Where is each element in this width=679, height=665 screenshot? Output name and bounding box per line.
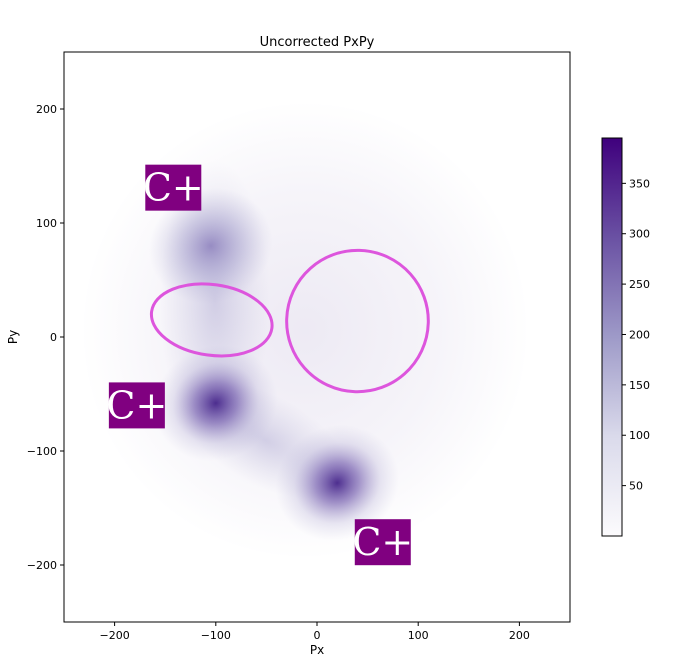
annotation-label: C+ xyxy=(143,164,204,211)
colorbar-ticks: 50 100 150 200 250 300 350 xyxy=(622,177,650,493)
colorbar-tick-label: 200 xyxy=(629,328,650,341)
y-tick-label: 100 xyxy=(36,217,57,230)
density-cluster xyxy=(148,187,273,304)
annotation-text: C+ xyxy=(106,383,167,427)
colorbar-tick-label: 350 xyxy=(629,177,650,190)
y-tick-label: 200 xyxy=(36,103,57,116)
y-tick-label: −200 xyxy=(27,559,57,572)
x-axis-label: Px xyxy=(310,643,324,657)
annotations: C+ C+ C+ xyxy=(106,164,413,566)
y-tick-label: −100 xyxy=(27,445,57,458)
colorbar-tick-label: 50 xyxy=(629,480,643,493)
y-tick-label: 0 xyxy=(50,331,57,344)
x-tick-label: −200 xyxy=(99,629,129,642)
annotation-box xyxy=(108,382,165,429)
colorbar-tick-label: 250 xyxy=(629,278,650,291)
y-axis-ticks: 200 100 0 −100 −200 xyxy=(27,103,64,572)
annotation-box xyxy=(145,164,202,211)
density-cluster xyxy=(275,424,399,541)
annotation-label: C+ xyxy=(352,519,413,566)
x-tick-label: 200 xyxy=(509,629,530,642)
plot-title: Uncorrected PxPy xyxy=(260,35,375,50)
y-axis-label: Py xyxy=(6,330,20,344)
annotation-text: C+ xyxy=(143,166,204,210)
colorbar xyxy=(601,137,623,537)
colorbar-tick-label: 150 xyxy=(629,379,650,392)
density-cluster xyxy=(154,345,278,462)
region-ellipse xyxy=(149,282,274,358)
x-tick-label: 0 xyxy=(314,629,321,642)
x-axis-ticks: −200 −100 0 100 200 xyxy=(99,622,530,642)
colorbar-tick-label: 100 xyxy=(629,429,650,442)
region-ellipse xyxy=(285,248,430,394)
colorbar-tick-label: 300 xyxy=(629,228,650,241)
annotation-box xyxy=(354,519,411,566)
annotation-label: C+ xyxy=(106,382,167,429)
x-tick-label: −100 xyxy=(201,629,231,642)
annotation-text: C+ xyxy=(352,520,413,564)
region-ellipses xyxy=(149,248,430,394)
density-map xyxy=(80,100,530,560)
x-tick-label: 100 xyxy=(408,629,429,642)
